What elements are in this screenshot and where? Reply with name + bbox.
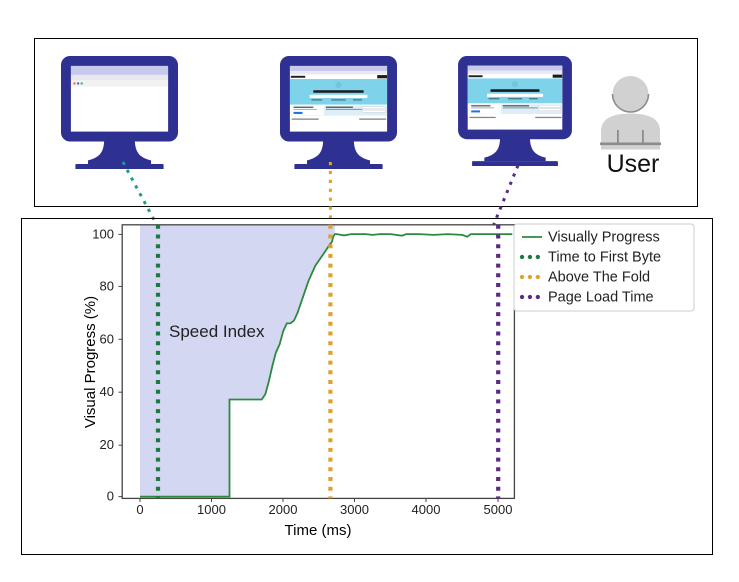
svg-text:Speed Index: Speed Index bbox=[169, 322, 265, 341]
svg-text:60: 60 bbox=[100, 331, 114, 346]
svg-text:0: 0 bbox=[136, 502, 143, 517]
svg-text:1000: 1000 bbox=[197, 502, 226, 517]
svg-text:Time to First Byte: Time to First Byte bbox=[548, 250, 661, 266]
svg-text:4000: 4000 bbox=[412, 502, 441, 517]
svg-text:100: 100 bbox=[92, 226, 114, 241]
svg-text:Visually Progress: Visually Progress bbox=[548, 230, 660, 246]
svg-text:40: 40 bbox=[100, 384, 114, 399]
svg-text:2000: 2000 bbox=[269, 502, 298, 517]
svg-text:Visual Progress (%): Visual Progress (%) bbox=[82, 296, 99, 428]
svg-text:Above The Fold: Above The Fold bbox=[548, 270, 650, 286]
svg-text:5000: 5000 bbox=[484, 502, 513, 517]
svg-text:Time (ms): Time (ms) bbox=[285, 522, 352, 539]
svg-text:80: 80 bbox=[100, 278, 114, 293]
svg-text:Page Load Time: Page Load Time bbox=[548, 290, 654, 306]
svg-text:3000: 3000 bbox=[340, 502, 369, 517]
svg-text:20: 20 bbox=[100, 437, 114, 452]
svg-text:0: 0 bbox=[107, 489, 114, 504]
